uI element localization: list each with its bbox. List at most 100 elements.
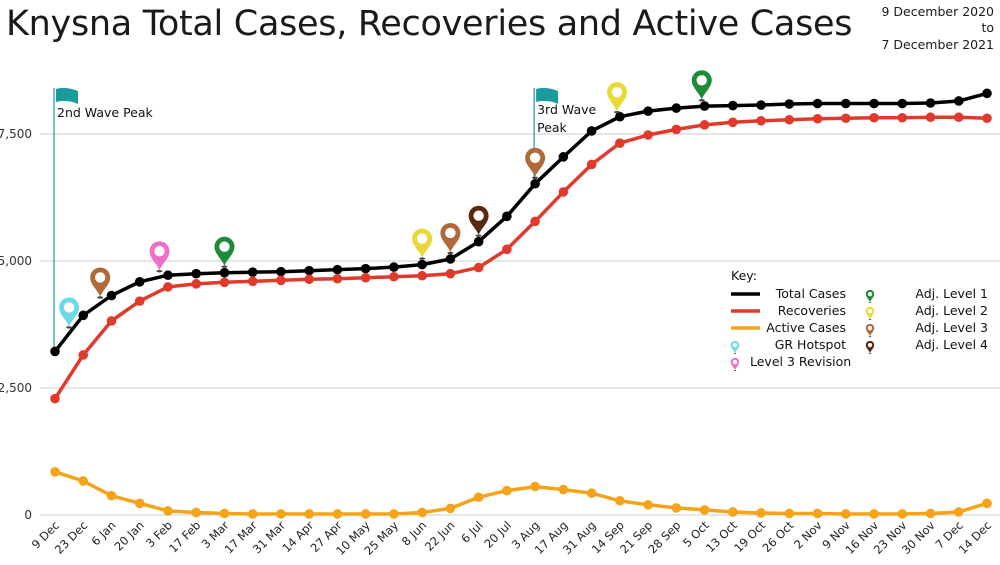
x-tick-label: 22 Jun (422, 518, 458, 554)
y-tick-label: 5,000 (0, 254, 32, 268)
data-point (812, 98, 823, 109)
pin-shadow (156, 270, 163, 273)
map-pin-icon (607, 82, 628, 114)
data-point (671, 103, 682, 113)
pin-hole (696, 75, 707, 86)
x-tick-label: 31 Mar (250, 518, 288, 556)
data-point (953, 96, 964, 106)
map-pin-icon (90, 267, 111, 299)
data-point (445, 503, 456, 514)
data-point (953, 112, 964, 123)
data-point (728, 507, 738, 517)
data-point (332, 264, 343, 275)
pin-hole (154, 246, 165, 257)
pin-hole (219, 241, 230, 252)
data-point (304, 509, 314, 519)
series-active-cases (50, 467, 992, 519)
pin-hole (94, 272, 106, 283)
pin-hole (63, 302, 75, 313)
data-point (840, 98, 851, 109)
pin-shadow (532, 176, 539, 179)
date-to-word: to (981, 20, 994, 35)
data-point (982, 113, 992, 124)
data-point (163, 282, 173, 292)
flag-icon (56, 87, 78, 104)
data-point (276, 509, 286, 519)
data-point (134, 498, 145, 509)
data-point (219, 277, 230, 288)
date-to: 7 December 2021 (881, 37, 994, 52)
y-tick-label: 0 (24, 508, 32, 522)
pin-hole (867, 308, 873, 314)
data-point (389, 271, 399, 282)
data-point (586, 488, 597, 498)
map-pin-icon (468, 205, 489, 237)
x-tick-label: 2 Nov (791, 518, 825, 552)
map-pin-icon (440, 222, 461, 255)
data-point (699, 120, 710, 130)
pin-hole (529, 152, 541, 163)
wave-peak-annotation: 3rd Wave Peak (533, 87, 597, 184)
data-point (360, 272, 371, 283)
data-point (417, 270, 427, 281)
data-point (247, 509, 258, 519)
map-pin-icon (865, 306, 875, 320)
data-point (558, 187, 569, 197)
data-point (728, 117, 738, 128)
annotation-label: 2nd Wave Peak (57, 105, 154, 120)
series-recoveries (50, 112, 992, 404)
data-point (982, 88, 992, 99)
series-line (53, 91, 988, 353)
data-point (699, 101, 710, 111)
data-point (530, 178, 540, 189)
legend-label: GR Hotspot (775, 337, 846, 352)
data-point (643, 106, 653, 116)
data-point (530, 216, 540, 227)
data-point (728, 100, 738, 111)
data-point (558, 484, 569, 495)
data-point (502, 211, 512, 222)
data-point (304, 274, 314, 285)
data-point (247, 267, 258, 277)
x-tick-label: 17 Feb (166, 518, 203, 555)
data-point (812, 113, 823, 124)
data-point (840, 509, 851, 519)
data-point (191, 268, 202, 279)
pin-shadow (447, 251, 454, 255)
x-tick-label: 20 Jul (481, 518, 514, 551)
data-point (473, 236, 484, 247)
series-total-cases (50, 88, 992, 357)
data-point (191, 279, 202, 289)
data-point (360, 263, 371, 274)
legend-label: Adj. Level 1 (915, 286, 988, 301)
data-point (473, 262, 484, 273)
data-point (558, 152, 569, 162)
data-point (925, 98, 936, 108)
data-point (615, 495, 625, 506)
pin-shadow (868, 352, 872, 354)
legend-label: Level 3 Revision (750, 354, 851, 369)
data-point (699, 505, 710, 515)
annotation-label: Peak (537, 120, 567, 135)
data-point (134, 277, 145, 287)
data-point (50, 346, 60, 357)
data-point (389, 509, 399, 519)
series-line (54, 470, 988, 516)
data-point (643, 500, 653, 510)
legend-label: Adj. Level 4 (915, 337, 988, 352)
data-point (615, 111, 625, 122)
pin-hole (732, 342, 738, 348)
data-point (106, 290, 117, 301)
data-point (276, 266, 286, 277)
y-tick-label: 7,500 (0, 127, 32, 141)
pin-shadow (733, 369, 737, 371)
map-pin-icon (59, 297, 80, 329)
data-point (784, 99, 795, 109)
data-point (134, 296, 145, 306)
map-pin-icon (214, 236, 235, 268)
data-point (897, 509, 908, 519)
data-point (247, 276, 258, 287)
data-point (78, 350, 89, 360)
map-pin-icon (525, 147, 546, 179)
pin-hole (732, 359, 738, 365)
